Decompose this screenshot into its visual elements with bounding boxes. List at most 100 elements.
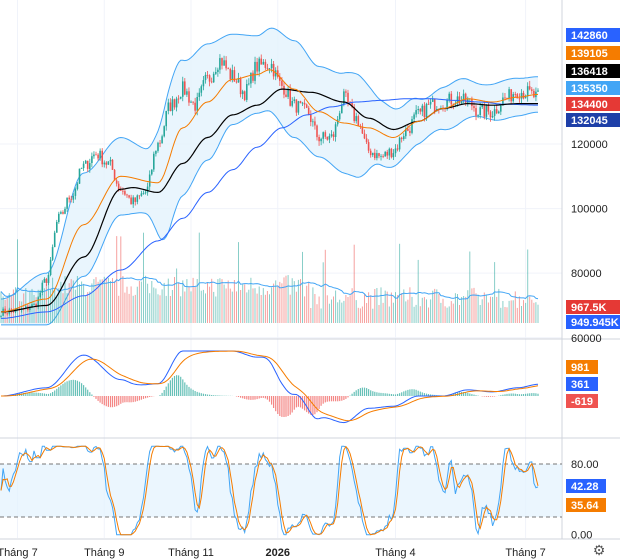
volume-bar	[523, 300, 524, 323]
candle-body	[524, 96, 527, 99]
macd-histogram-bar	[363, 387, 366, 396]
macd-histogram-bar	[138, 396, 140, 401]
candle-body	[31, 304, 33, 308]
macd-histogram-bar	[413, 389, 415, 396]
candle-body	[200, 86, 203, 93]
volume-bar	[200, 290, 202, 323]
macd-histogram-bar	[378, 392, 380, 396]
macd-histogram-bar	[357, 389, 359, 396]
volume-bar	[157, 294, 159, 323]
macd-histogram-bar	[93, 396, 95, 397]
volume-bar	[324, 249, 326, 323]
volume-bar	[516, 307, 518, 323]
macd-histogram-bar	[531, 393, 533, 396]
gear-icon[interactable]: ⚙	[592, 543, 606, 559]
macd-histogram-bar	[489, 396, 492, 397]
volume-bar	[103, 276, 105, 323]
volume-bar	[138, 281, 140, 323]
candle-body	[361, 126, 364, 134]
candle-body	[343, 91, 345, 105]
volume-bar	[66, 293, 68, 323]
volume-bar	[514, 291, 516, 323]
volume-bar	[271, 287, 273, 323]
volume-bar	[496, 296, 498, 323]
candle-body	[225, 60, 227, 69]
macd-histogram-bar	[124, 396, 126, 403]
volume-bar	[473, 287, 475, 323]
volume-bar	[479, 305, 481, 323]
candle-body	[353, 107, 355, 122]
volume-bar	[242, 284, 244, 323]
macd-histogram-bar	[78, 381, 81, 396]
candle-body	[357, 116, 360, 126]
volume-bar	[27, 304, 29, 323]
volume-bar	[45, 284, 47, 323]
volume-bar	[256, 293, 258, 323]
candle-body	[334, 124, 337, 137]
volume-bar	[401, 293, 403, 323]
candle-body	[16, 308, 19, 310]
volume-bar	[248, 289, 250, 323]
volume-bar	[535, 302, 537, 323]
candle-body	[307, 107, 310, 115]
macd-histogram-bar	[159, 395, 161, 396]
volume-bar	[442, 298, 444, 323]
volume-bar	[502, 301, 504, 323]
macd-histogram-bar	[149, 396, 151, 397]
candle-body	[163, 126, 165, 137]
volume-bar	[101, 279, 103, 323]
candle-body	[283, 85, 285, 95]
volume-bar	[190, 291, 192, 323]
volume-bar	[221, 279, 223, 323]
macd-histogram-bar	[76, 380, 78, 396]
x-tick-label: Tháng 9	[84, 547, 124, 559]
candle-body	[504, 97, 506, 99]
macd-histogram-bar	[83, 385, 85, 396]
stochastic-k-line	[0, 445, 539, 536]
volume-bar	[289, 294, 291, 323]
volume-bar	[469, 251, 471, 323]
macd-histogram-bar	[169, 380, 171, 396]
macd-histogram-bar	[89, 392, 91, 396]
candle-body	[252, 72, 254, 81]
macd-histogram-bar	[54, 390, 56, 396]
candle-body	[212, 73, 215, 83]
price-badge-label: 134400	[571, 99, 608, 111]
candle-body	[74, 189, 77, 196]
y-tick-label: 80000	[571, 268, 602, 280]
volume-bar	[426, 299, 427, 323]
volume-bar	[452, 303, 454, 323]
macd-histogram-bar	[120, 396, 122, 404]
volume-bar	[76, 276, 78, 323]
candle-body	[167, 102, 170, 111]
macd-histogram-bar	[394, 394, 397, 396]
volume-bar	[89, 291, 91, 323]
macd-histogram-bar	[281, 396, 283, 417]
volume-bar	[376, 288, 378, 323]
volume-bar	[99, 279, 101, 323]
volume-bar	[506, 307, 508, 323]
macd-histogram-bar	[242, 396, 244, 399]
volume-bar	[17, 239, 18, 323]
candle-body	[481, 104, 483, 108]
candle-body	[415, 110, 417, 115]
candle-body	[380, 156, 382, 157]
macd-histogram-bar	[411, 389, 413, 396]
price-badge	[566, 64, 620, 78]
volume-bar	[518, 296, 520, 323]
candle-body	[376, 153, 378, 159]
macd-histogram-bar	[405, 390, 407, 396]
macd-badge-label: 361	[571, 379, 589, 391]
volume-bar	[118, 295, 120, 323]
macd-badge	[566, 394, 598, 408]
macd-histogram-bar	[533, 393, 535, 396]
candle-body	[285, 94, 287, 97]
volume-bar	[302, 251, 303, 323]
macd-histogram-bar	[283, 396, 285, 417]
candle-body	[179, 96, 182, 99]
macd-histogram-bar	[87, 389, 89, 396]
y-tick-label: 60000	[571, 333, 602, 345]
volume-ma-line	[0, 277, 539, 301]
candle-body	[138, 195, 141, 197]
